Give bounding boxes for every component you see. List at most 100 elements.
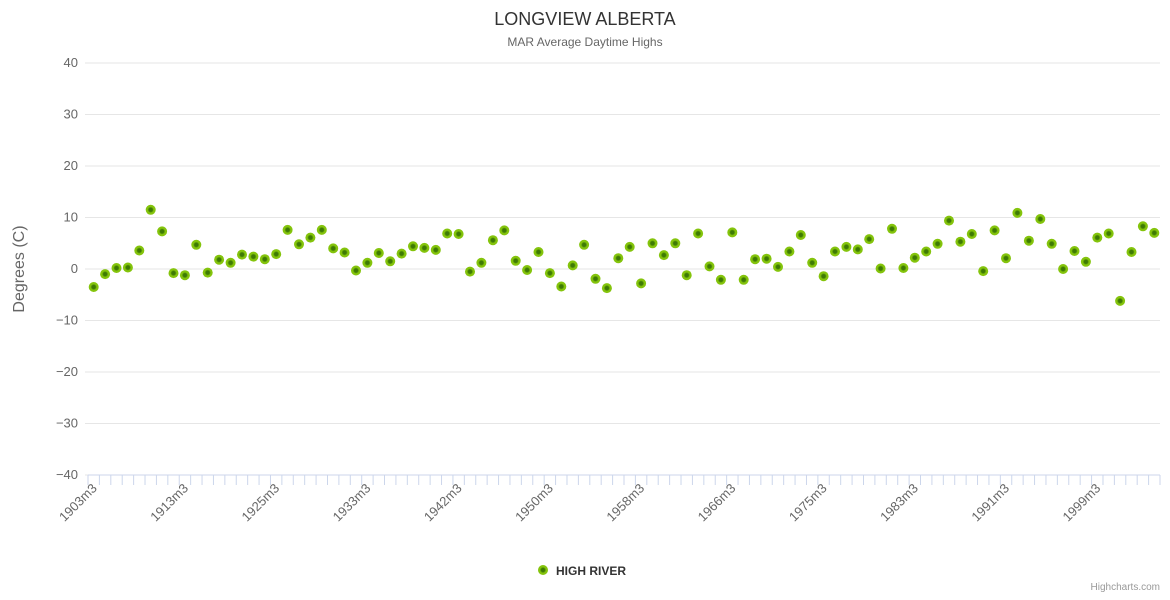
data-point[interactable] [944,215,954,226]
data-point[interactable] [601,283,612,294]
data-point[interactable] [157,226,168,237]
data-point[interactable] [214,254,225,265]
data-point[interactable] [294,239,304,250]
legend-item-high-river[interactable]: HIGH RIVER [538,564,626,578]
data-point[interactable] [670,238,681,249]
data-point[interactable] [476,257,487,268]
data-point[interactable] [248,251,259,262]
data-point[interactable] [328,243,339,254]
data-point[interactable] [385,256,396,267]
data-point[interactable] [419,242,430,253]
data-point[interactable] [305,232,316,243]
data-point[interactable] [499,225,510,236]
data-point[interactable] [134,245,145,256]
data-point[interactable] [168,268,179,279]
data-point[interactable] [613,253,624,264]
y-axis-label: −10 [56,313,78,328]
data-point[interactable] [1001,253,1011,264]
data-point[interactable] [921,246,932,257]
data-point[interactable] [887,223,897,234]
x-axis-label: 1999m3 [1060,481,1104,525]
data-point[interactable] [362,257,373,268]
data-point[interactable] [465,266,475,277]
data-point[interactable] [966,229,977,239]
data-point[interactable] [1149,227,1160,238]
data-point[interactable] [647,238,658,249]
data-point[interactable] [773,261,783,272]
data-point[interactable] [841,241,852,252]
data-point[interactable] [989,225,1000,236]
data-point[interactable] [191,239,202,250]
data-point[interactable] [590,273,601,284]
data-point[interactable] [1092,232,1103,243]
data-point[interactable] [202,267,213,278]
data-point[interactable] [510,255,521,266]
data-point[interactable] [442,228,453,239]
data-point[interactable] [875,263,886,274]
data-point[interactable] [1115,295,1126,306]
data-point[interactable] [579,239,590,250]
data-point[interactable] [145,204,156,215]
data-point[interactable] [624,241,635,252]
data-point[interactable] [864,234,875,245]
data-point[interactable] [373,248,384,258]
data-point[interactable] [898,263,909,273]
data-point[interactable] [179,270,190,281]
data-point[interactable] [1080,256,1091,267]
data-point[interactable] [1069,246,1080,256]
data-point[interactable] [1046,238,1057,249]
data-point[interactable] [795,230,806,240]
data-point[interactable] [316,224,327,235]
data-point[interactable] [704,261,715,272]
data-point[interactable] [237,249,247,260]
data-point[interactable] [1035,214,1046,224]
data-point[interactable] [122,262,133,273]
data-point[interactable] [636,278,647,289]
data-point[interactable] [1137,221,1148,232]
data-point[interactable] [271,249,282,260]
data-point[interactable] [1012,207,1023,218]
data-point[interactable] [1126,247,1137,257]
data-point[interactable] [544,268,555,279]
data-point[interactable] [727,227,738,238]
data-point[interactable] [818,271,829,282]
data-point[interactable] [259,254,270,265]
data-point[interactable] [681,270,692,281]
data-point[interactable] [932,238,943,249]
data-point[interactable] [955,236,966,247]
data-point[interactable] [88,282,99,292]
data-point[interactable] [852,244,863,255]
data-point[interactable] [1023,235,1034,246]
x-axis-label: 1925m3 [238,481,282,525]
data-point[interactable] [282,224,293,235]
data-point[interactable] [693,228,704,239]
data-point[interactable] [807,257,818,268]
data-point[interactable] [761,253,772,264]
data-point[interactable] [750,254,761,265]
data-point[interactable] [351,265,361,276]
data-point[interactable] [715,274,726,285]
y-axis-label: 0 [71,261,78,276]
data-point[interactable] [533,247,544,257]
data-point[interactable] [430,244,441,255]
data-point[interactable] [487,235,498,246]
data-point[interactable] [111,263,122,273]
data-point[interactable] [396,248,407,259]
data-point[interactable] [909,252,920,263]
data-point[interactable] [100,269,111,280]
data-point[interactable] [522,265,533,275]
data-point[interactable] [658,250,669,261]
data-point[interactable] [225,257,236,268]
data-point[interactable] [453,229,464,239]
data-point[interactable] [738,274,749,285]
data-point[interactable] [339,247,350,258]
data-point[interactable] [567,260,578,271]
highcharts-credit-link[interactable]: Highcharts.com [1091,582,1160,593]
data-point[interactable] [784,246,795,257]
data-point[interactable] [978,266,989,277]
data-point[interactable] [408,241,418,252]
data-point[interactable] [556,281,567,292]
data-point[interactable] [1103,228,1114,239]
data-point[interactable] [830,246,840,257]
data-point[interactable] [1058,264,1069,274]
